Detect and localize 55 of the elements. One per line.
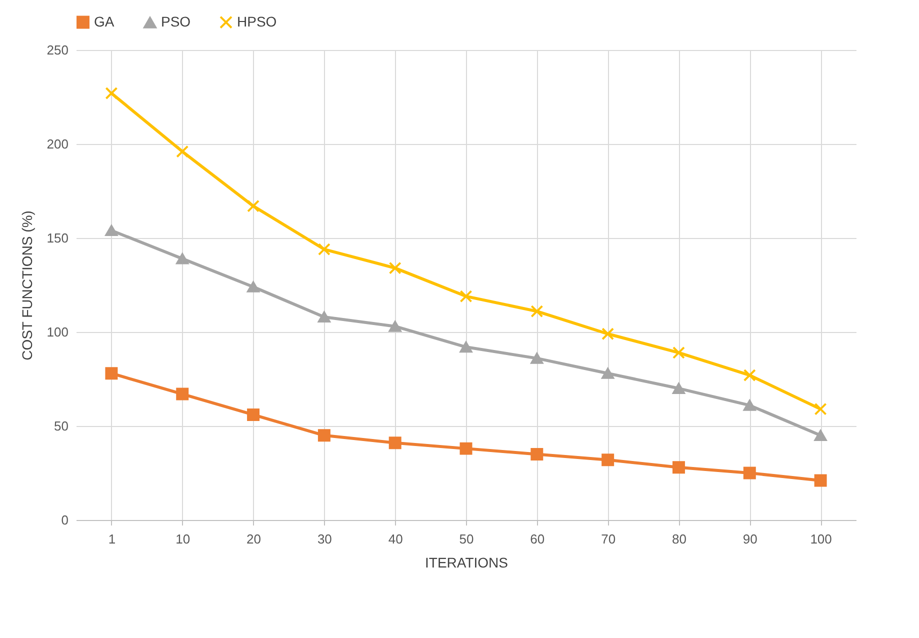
x-tick-label: 100: [810, 532, 832, 546]
x-tick-label: 40: [388, 532, 403, 546]
x-tick-label: 70: [601, 532, 616, 546]
point: [247, 408, 260, 421]
x-tick-label: 90: [742, 532, 758, 546]
point: [318, 429, 330, 442]
point: [388, 262, 402, 274]
point: [602, 454, 614, 466]
point: [743, 368, 756, 382]
point: [460, 442, 472, 455]
point: [602, 368, 614, 379]
point: [105, 367, 118, 380]
point: [814, 474, 827, 487]
point: [388, 320, 402, 332]
x-tick-label: 10: [176, 532, 190, 546]
legend-label: PSO: [161, 14, 191, 30]
point: [814, 430, 827, 441]
point: [672, 461, 685, 474]
point: [105, 86, 118, 100]
x-tick-label: 80: [672, 532, 686, 546]
y-tick-label: 0: [61, 512, 68, 528]
point: [460, 290, 472, 303]
point: [318, 243, 330, 256]
point: [743, 400, 756, 411]
point: [530, 352, 544, 364]
x-tick-label: 20: [246, 532, 262, 546]
point: [530, 448, 544, 460]
legend-label: GA: [94, 13, 115, 30]
legend-label: HPSO: [237, 13, 277, 30]
y-tick-label: 200: [46, 136, 68, 152]
y-tick-label: 50: [54, 418, 68, 434]
point: [105, 224, 118, 236]
point: [743, 466, 756, 480]
point: [318, 311, 330, 322]
x-tick-label: 60: [530, 532, 545, 546]
point: [247, 200, 260, 212]
point: [530, 305, 544, 318]
point: [460, 342, 472, 353]
point: [247, 281, 260, 292]
y-tick-label: 100: [46, 324, 68, 340]
point: [176, 388, 189, 400]
point: [672, 346, 685, 359]
point: [388, 436, 402, 450]
point: [814, 402, 827, 416]
y-tick-label: 150: [46, 230, 68, 246]
point: [602, 328, 614, 340]
point: [176, 253, 189, 264]
x-tick-label: 50: [459, 532, 474, 546]
point: [672, 382, 685, 394]
x-axis-title: ITERATIONS: [425, 554, 508, 570]
y-axis-title: COST FUNCTIONS (%): [18, 210, 35, 360]
y-tick-label: 250: [46, 42, 68, 58]
point: [176, 145, 189, 158]
x-tick-label: 30: [317, 532, 332, 546]
x-tick-label: 1: [108, 532, 116, 546]
